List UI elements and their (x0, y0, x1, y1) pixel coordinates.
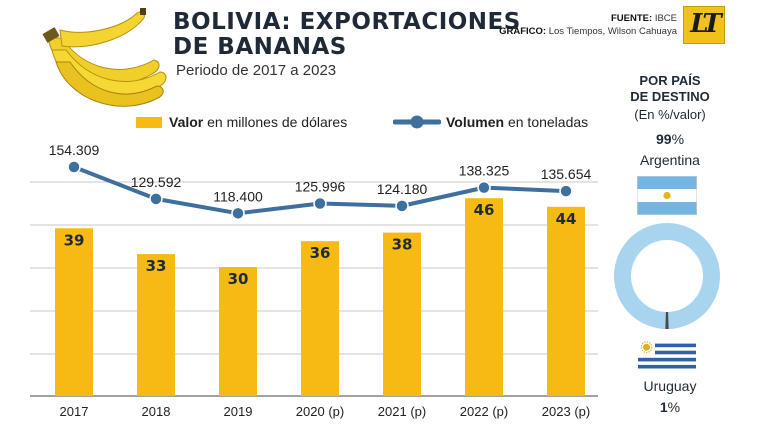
volume-value-label: 118.400 (213, 188, 263, 204)
legend-bar-label: Valor en millones de dólares (169, 114, 347, 130)
uruguay-percent-value: 1 (659, 399, 668, 415)
volume-point (67, 160, 81, 174)
volume-value-label: 135.654 (541, 166, 592, 182)
volume-value-label: 129.592 (131, 174, 182, 190)
uruguay-percent: 1% (600, 399, 740, 415)
argentina-label: Argentina (640, 152, 700, 168)
donut-slice-uruguay (665, 311, 669, 329)
x-tick-label: 2017 (60, 404, 89, 419)
legend-line-swatch (393, 115, 441, 129)
legend-bar-rest: en millones de dólares (203, 114, 348, 130)
bar (465, 198, 503, 396)
source-value: IBCE (654, 13, 677, 24)
uruguay-label: Uruguay (643, 378, 697, 394)
bar (137, 254, 175, 396)
bar-value-label: 44 (556, 210, 577, 228)
bar-value-label: 36 (310, 244, 331, 262)
legend-line-rest: en toneladas (504, 114, 589, 130)
x-tick-label: 2021 (p) (378, 404, 426, 419)
bar-value-label: 39 (64, 231, 85, 249)
legend-line-bold: Volumen (446, 114, 505, 130)
argentina-percent: 99% (600, 131, 740, 147)
country-share-donut (614, 223, 720, 329)
chart-title-line2: DE BANANAS (173, 34, 347, 60)
newspaper-logo: LT (683, 6, 725, 44)
side-note: (En %/valor) (634, 107, 706, 122)
volume-point (313, 196, 327, 211)
volume-value-label: 138.325 (459, 163, 510, 179)
volume-point (395, 199, 409, 213)
bar-value-label: 30 (228, 270, 249, 288)
argentina-percent-value: 99 (655, 131, 672, 147)
chart-subtitle: Periodo de 2017 a 2023 (176, 62, 337, 79)
volume-value-label: 125.996 (295, 179, 346, 195)
banana-illustration (42, 8, 167, 107)
side-heading-line1: POR PAÍS (639, 73, 701, 88)
x-tick-label: 2022 (p) (460, 404, 508, 419)
bar-value-label: 33 (146, 257, 167, 275)
credits: FUENTE: IBCE GRÁFICO: Los Tiempos, Wilso… (499, 12, 677, 38)
combo-chart: 39 33 30 36 38 46 44 154.309 129.592 118.400 125.… (30, 8, 598, 419)
graphic-key: GRÁFICO: (499, 26, 547, 37)
graphic-credit: GRÁFICO: Los Tiempos, Wilson Cahuaya (499, 25, 677, 38)
bar (301, 241, 339, 396)
source-key: FUENTE: (611, 13, 653, 24)
volume-point (477, 180, 491, 195)
bar (383, 232, 421, 396)
donut-slice-argentina (614, 223, 720, 329)
side-heading: POR PAÍS DE DESTINO (600, 73, 740, 105)
graphic-value: Los Tiempos, Wilson Cahuaya (548, 26, 677, 37)
x-tick-label: 2018 (142, 404, 171, 419)
bar (547, 206, 585, 396)
legend-line-marker (410, 115, 424, 129)
bar (219, 267, 257, 396)
bar-value-label: 46 (474, 201, 495, 219)
volume-point (559, 184, 573, 198)
uruguay-percent-sign: % (667, 399, 681, 415)
x-tick-label: 2020 (p) (296, 404, 344, 419)
legend-bar-bold: Valor (169, 114, 204, 130)
argentina-flag-icon (637, 176, 697, 215)
bar-value-label: 38 (392, 236, 413, 254)
argentina-percent-sign: % (671, 131, 685, 147)
x-tick-label: 2019 (224, 404, 253, 419)
bar (55, 228, 93, 396)
side-heading-line2: DE DESTINO (630, 89, 710, 104)
volume-value-label: 124.180 (377, 181, 428, 197)
legend-line-label: Volumen en toneladas (446, 114, 588, 130)
source-credit: FUENTE: IBCE (499, 12, 677, 25)
chart-title-line1: BOLIVIA: EXPORTACIONES (173, 9, 521, 35)
x-tick-label: 2023 (p) (542, 404, 590, 419)
uruguay-flag-icon (638, 340, 696, 372)
legend-bar-swatch (136, 117, 162, 128)
logo-text: LT (690, 9, 722, 39)
volume-point (149, 192, 163, 206)
volume-point (231, 206, 245, 221)
volume-value-label: 154.309 (49, 142, 100, 158)
